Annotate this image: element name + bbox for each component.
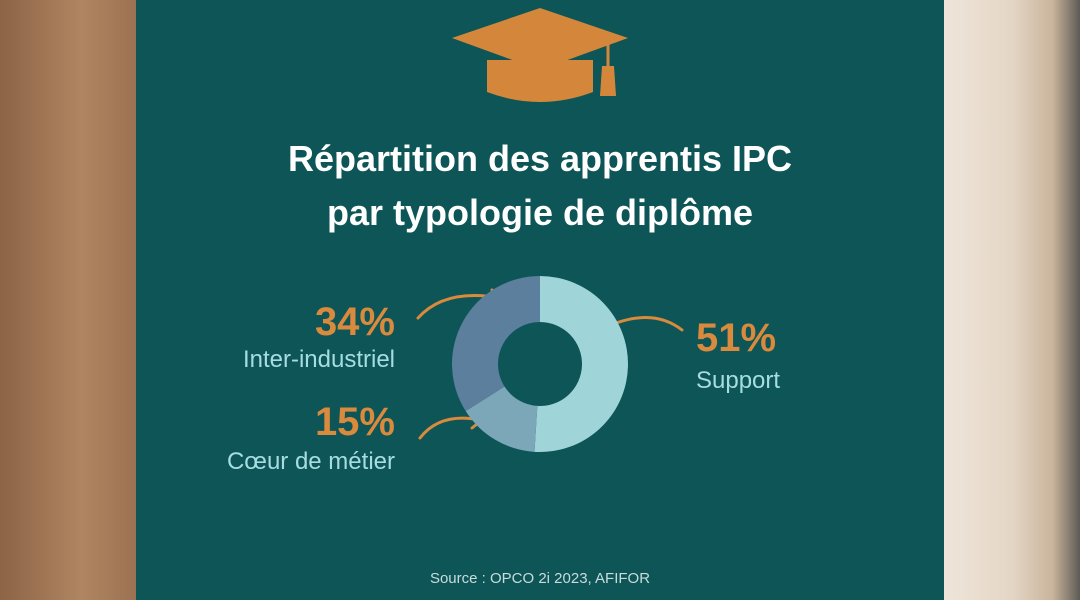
category-label: Cœur de métier (226, 448, 395, 475)
donut-segment (465, 386, 538, 452)
donut-segment (452, 276, 540, 412)
source: Source : OPCO 2i 2023, AFIFOR (429, 570, 651, 587)
category-label: Inter-industriel (242, 346, 395, 373)
donut-segment (534, 276, 629, 452)
chart-title: Répartition des apprentis IPC (287, 138, 793, 179)
category-label: Support (696, 367, 781, 394)
value-label: 15% (314, 400, 395, 444)
background-right (944, 0, 1080, 600)
background-left (0, 0, 136, 600)
value-label: 51% (696, 316, 777, 360)
value-label: 34% (314, 300, 395, 344)
chart-title: par typologie de diplôme (326, 192, 754, 233)
graduation-cap-icon (452, 8, 628, 102)
